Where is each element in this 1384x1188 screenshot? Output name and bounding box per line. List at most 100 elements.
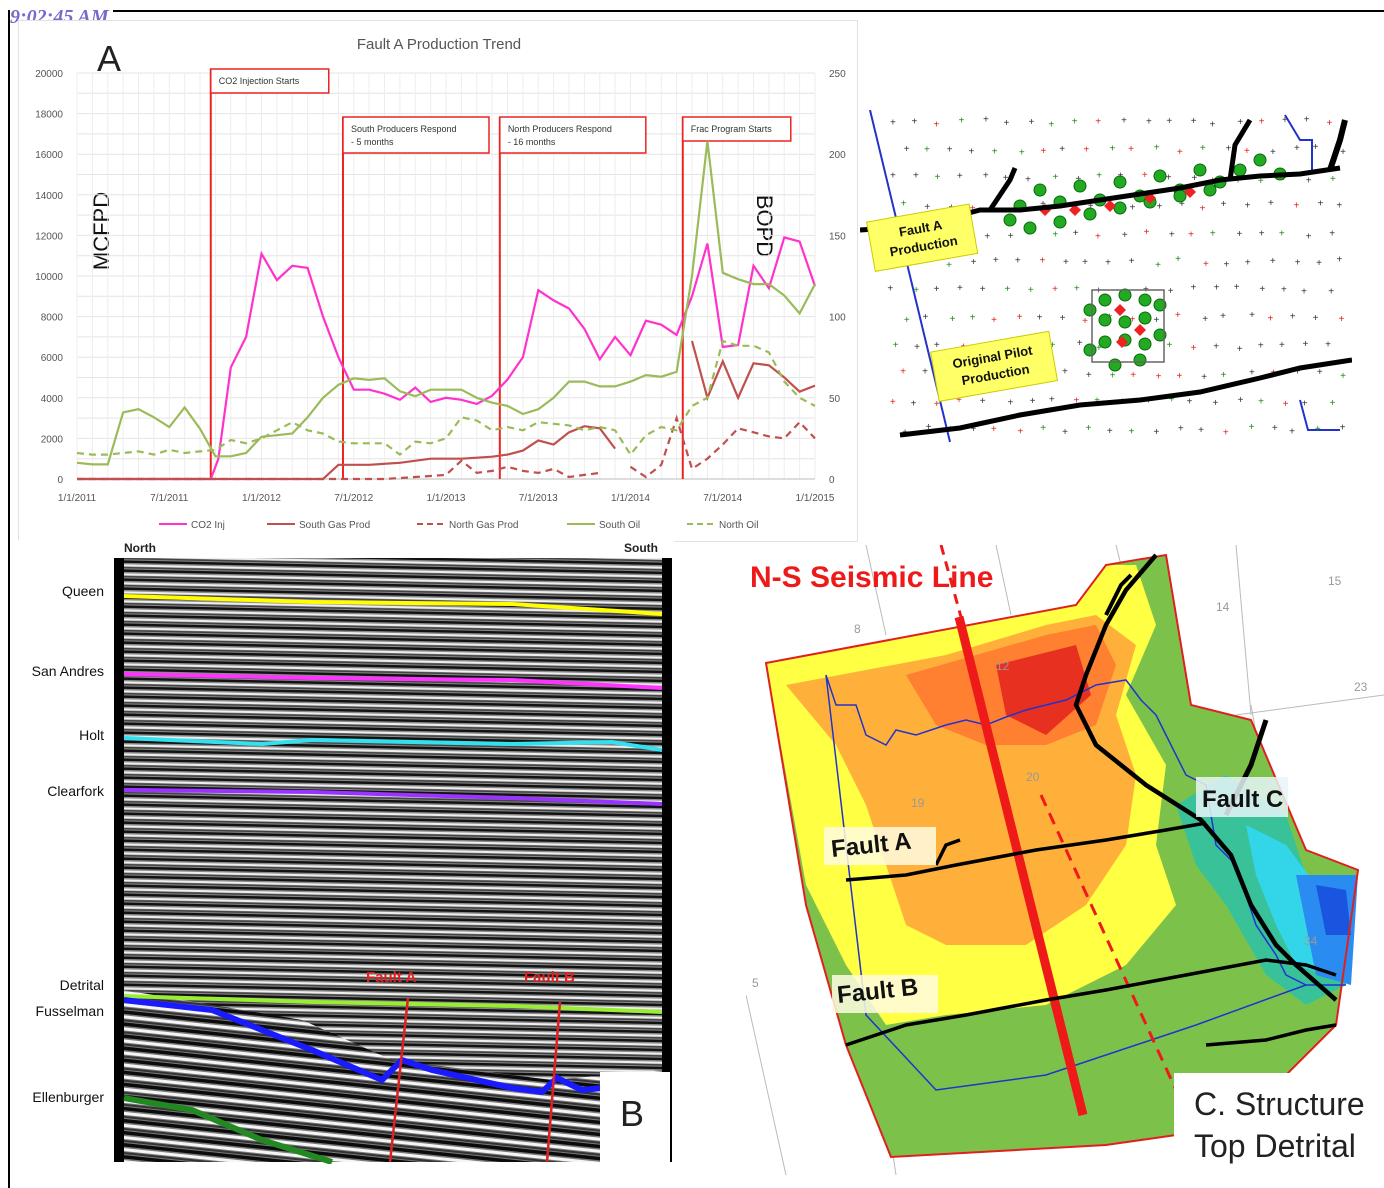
y-tick-label: 2000	[41, 434, 64, 445]
horizon-queen	[123, 594, 663, 616]
well-symbol: +	[1258, 176, 1264, 187]
well-symbol: +	[1234, 282, 1240, 293]
well-symbol: +	[1050, 340, 1056, 351]
series-line	[690, 340, 816, 402]
well-symbol: +	[1168, 286, 1174, 297]
well-symbol: +	[1268, 198, 1274, 209]
producing-well	[1033, 183, 1047, 197]
seismic-line-dashed	[1039, 794, 1178, 1091]
well-symbol: +	[1048, 120, 1054, 131]
well-symbol: +	[1003, 173, 1009, 184]
well-symbol: +	[970, 312, 976, 323]
well-symbol: +	[1110, 144, 1116, 155]
section-number: 20	[1026, 770, 1040, 784]
well-symbol: +	[1175, 310, 1181, 321]
well-symbol: +	[1191, 116, 1197, 127]
well-symbol: +	[1214, 282, 1220, 293]
section-number: 8	[854, 622, 861, 636]
well-symbol: +	[1289, 427, 1295, 438]
y2-tick-label: 0	[829, 475, 835, 486]
well-symbol: +	[934, 399, 940, 410]
well-symbol: +	[1175, 254, 1181, 265]
well-symbol: +	[934, 284, 940, 295]
well-symbol: +	[890, 117, 896, 128]
well-symbol: +	[1249, 368, 1255, 379]
producing-well	[1073, 179, 1087, 193]
producing-well	[1118, 288, 1132, 302]
well-symbol: +	[1237, 344, 1243, 355]
well-symbol: +	[970, 203, 976, 214]
legend-label: South Gas Prod	[299, 520, 370, 531]
horizon-label: Holt	[79, 727, 104, 743]
well-symbol: +	[1059, 144, 1065, 155]
series-line	[77, 425, 616, 481]
well-symbol: +	[1295, 258, 1301, 269]
well-symbol: +	[1290, 312, 1296, 323]
y-tick-label: 12000	[35, 231, 63, 242]
producing-well	[1153, 169, 1167, 183]
fault-c-splay	[1104, 573, 1133, 616]
well-symbol: +	[1144, 227, 1150, 238]
well-symbol: +	[1017, 312, 1023, 323]
well-symbol: +	[1077, 338, 1083, 349]
well-symbol: +	[904, 144, 910, 155]
well-symbol: +	[1040, 423, 1046, 434]
event-marker-box	[210, 68, 330, 94]
well-symbol: +	[1295, 367, 1301, 378]
well-symbol: +	[912, 117, 918, 128]
well-symbol: +	[1072, 117, 1078, 128]
well-symbol: +	[1094, 395, 1100, 406]
well-symbol: +	[1153, 315, 1159, 326]
well-symbol: +	[1283, 399, 1289, 410]
right-axis-label: BOPD	[752, 195, 777, 257]
well-symbol: +	[1130, 370, 1136, 381]
y-tick-label: 14000	[35, 191, 63, 202]
well-symbol: +	[1128, 144, 1134, 155]
well-symbol: +	[1338, 314, 1344, 325]
producing-well	[1003, 213, 1017, 227]
horizon-ellenburger	[123, 1095, 333, 1164]
panel-letter-b: B	[620, 1093, 644, 1134]
well-symbol: +	[922, 366, 928, 377]
well-symbol: +	[913, 285, 919, 296]
well-symbol: +	[1258, 396, 1264, 407]
producing-well	[1083, 343, 1097, 357]
well-symbol: +	[1025, 175, 1031, 186]
well-map-panel: + + + + + + + + + + + + + + + + + + + + + + + + + + + + + + + + + + + + + + + +…	[860, 110, 1352, 450]
legend-label: North Oil	[719, 520, 758, 531]
well-symbol: +	[1063, 257, 1069, 268]
seismic-line-dashed	[939, 545, 963, 618]
fault-c-trace	[1073, 553, 1338, 1002]
well-symbol: +	[957, 171, 963, 182]
well-symbol: +	[934, 172, 940, 183]
well-symbol: +	[1052, 284, 1058, 295]
well-symbol: +	[1301, 287, 1307, 298]
series-line	[77, 459, 600, 481]
well-symbol: +	[1340, 423, 1346, 434]
well-symbol: +	[1244, 146, 1250, 157]
well-symbol: +	[1282, 115, 1288, 126]
well-symbol: +	[1279, 228, 1285, 239]
y-tick-label: 6000	[41, 353, 64, 364]
x-tick-label: 7/1/2014	[703, 493, 742, 504]
well-symbol: +	[1303, 339, 1309, 350]
well-symbol: +	[901, 198, 907, 209]
well-symbol: +	[1210, 228, 1216, 239]
fault-trace	[1205, 1023, 1337, 1047]
well-symbol: +	[1200, 203, 1206, 214]
well-symbol: +	[1107, 426, 1113, 437]
fault-a-production-callout: Fault AProduction	[866, 203, 979, 272]
well-symbol: +	[1259, 284, 1265, 295]
well-symbol: +	[911, 398, 917, 409]
series-line	[76, 141, 816, 466]
lease-boundary-line	[1284, 114, 1313, 170]
event-marker-box	[342, 116, 490, 154]
pilot-pattern-box	[1091, 289, 1165, 363]
horizon-clearfork	[123, 788, 663, 806]
well-symbol: +	[1049, 395, 1055, 406]
well-map: + + + + + + + + + + + + + + + + + + + + + + + + + + + + + + + + + + + + + + + +…	[860, 110, 1352, 450]
producing-well	[1233, 163, 1247, 177]
well-symbol: +	[1330, 174, 1336, 185]
well-symbol: +	[946, 260, 952, 271]
well-symbol: +	[1190, 283, 1196, 294]
